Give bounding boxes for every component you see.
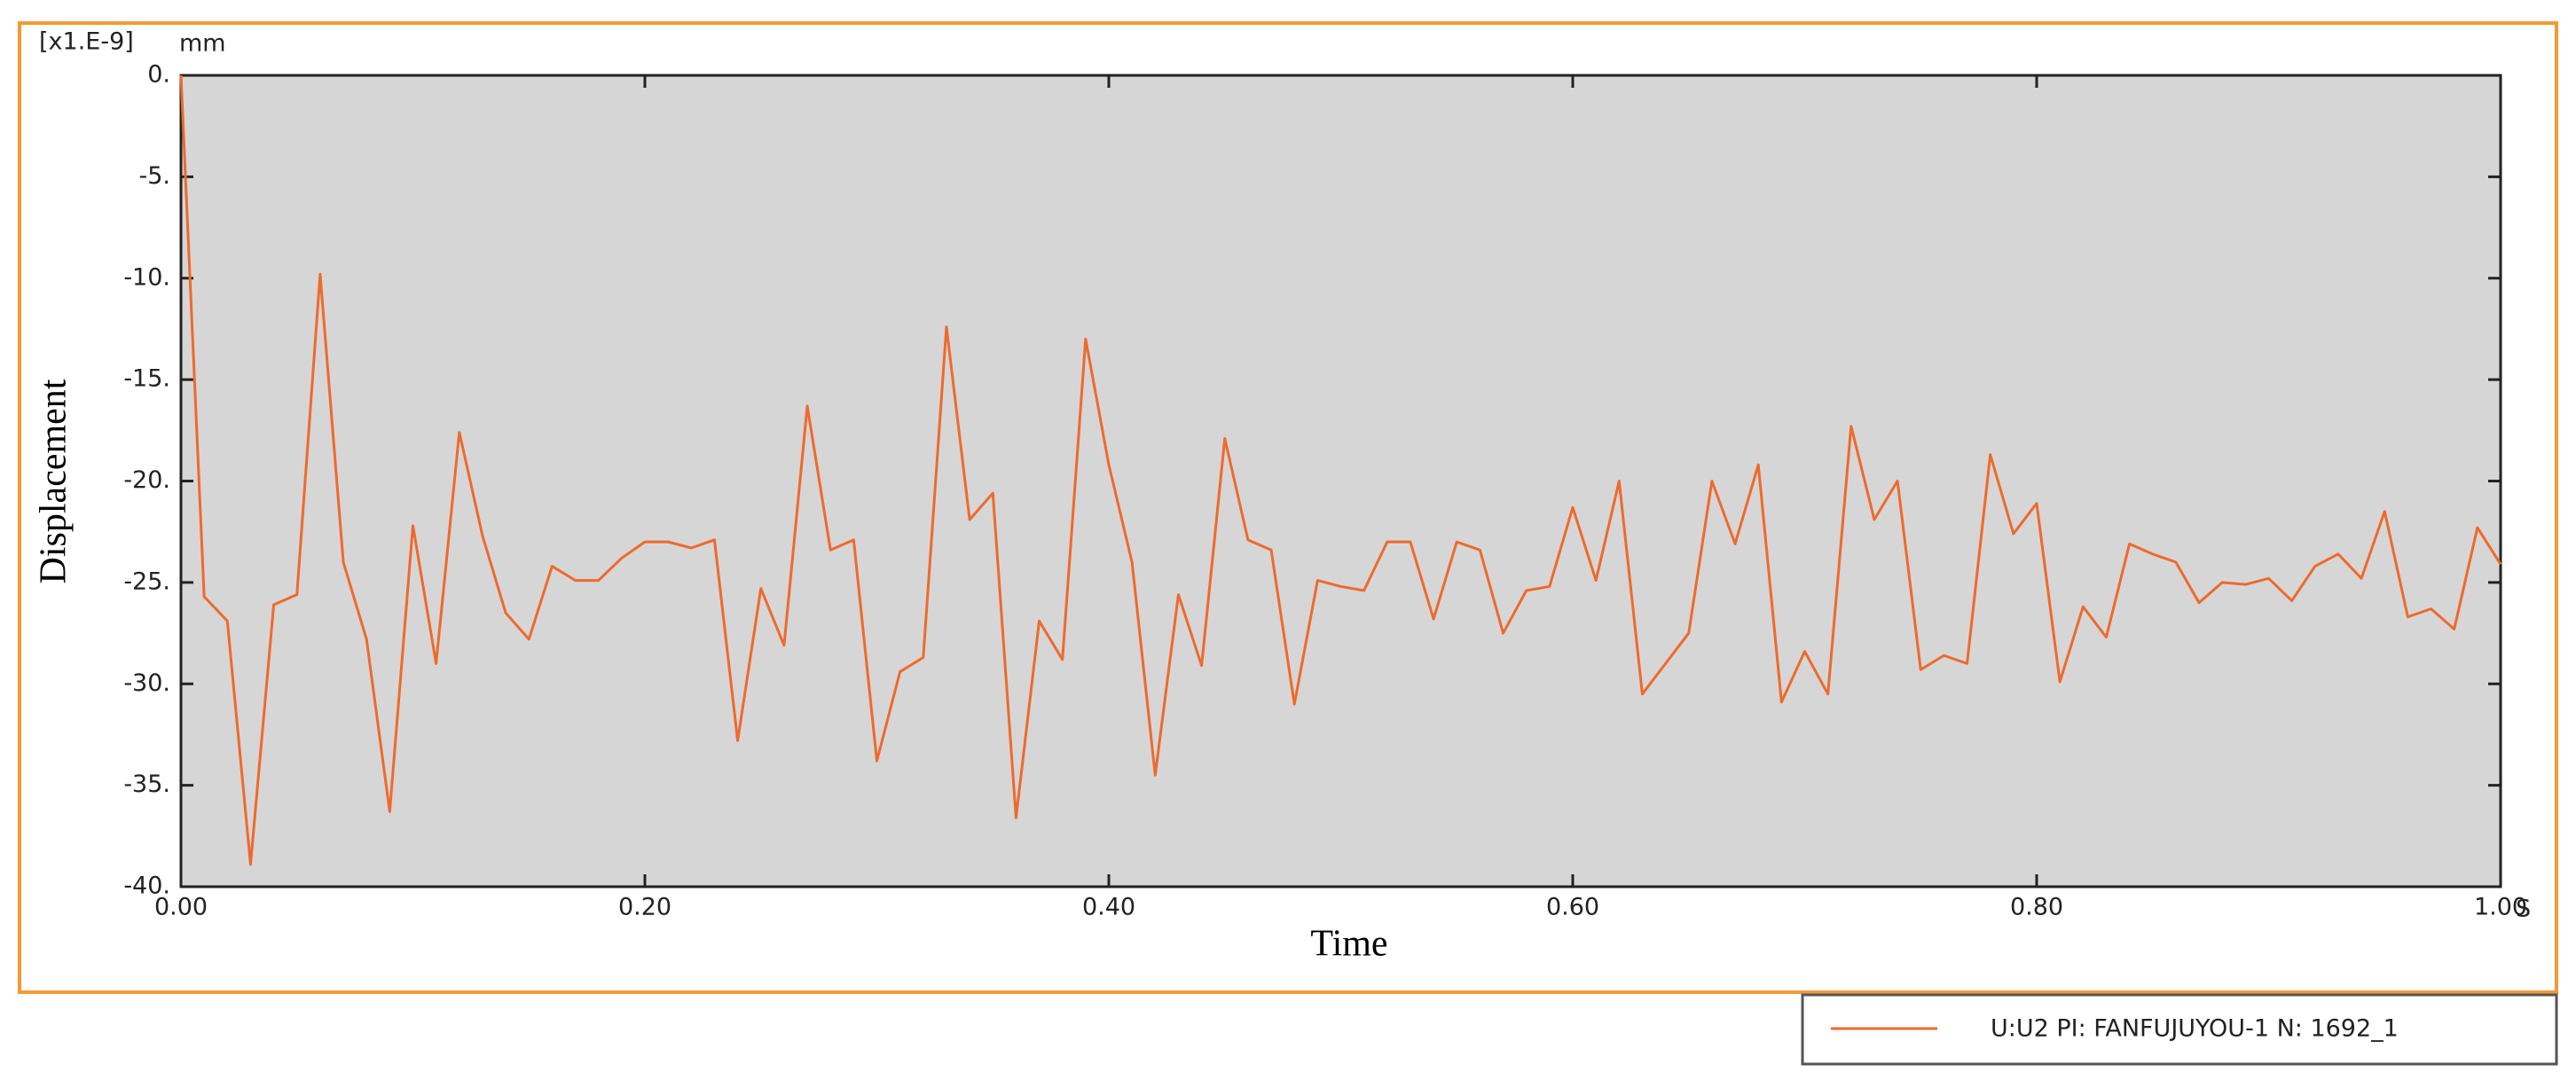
series-line xyxy=(179,74,2502,866)
x-tick-label: 0.80 xyxy=(2010,894,2063,921)
x-tick-label: 0.40 xyxy=(1082,894,1135,921)
y-tick-label: -40. xyxy=(123,873,170,900)
y-tick-label: -10. xyxy=(123,263,170,291)
unit-scale: [x1.E-9] xyxy=(39,28,134,56)
x-tick-label: 1.00 xyxy=(2474,894,2527,921)
y-tick-label: -15. xyxy=(123,365,170,393)
x-tick-label: 0.00 xyxy=(154,894,208,921)
x-axis-title: Time xyxy=(1310,924,1387,965)
y-axis-title: Displacement xyxy=(34,379,75,583)
y-unit: mm xyxy=(179,30,226,58)
x-tick-label: 0.20 xyxy=(618,894,671,921)
y-tick-label: -20. xyxy=(123,466,170,494)
y-tick-label: 0. xyxy=(147,61,170,89)
y-tick-label: -25. xyxy=(123,567,170,595)
x-tick-label: 0.60 xyxy=(1546,894,1599,921)
y-tick-label: -30. xyxy=(123,669,170,697)
plot-area xyxy=(179,74,2502,888)
y-tick-label: -35. xyxy=(123,771,170,798)
legend-label: U:U2 PI: FANFUJUYOU-1 N: 1692_1 xyxy=(1991,1015,2399,1043)
x-unit: S xyxy=(2516,896,2531,923)
y-tick-label: -5. xyxy=(138,162,170,190)
